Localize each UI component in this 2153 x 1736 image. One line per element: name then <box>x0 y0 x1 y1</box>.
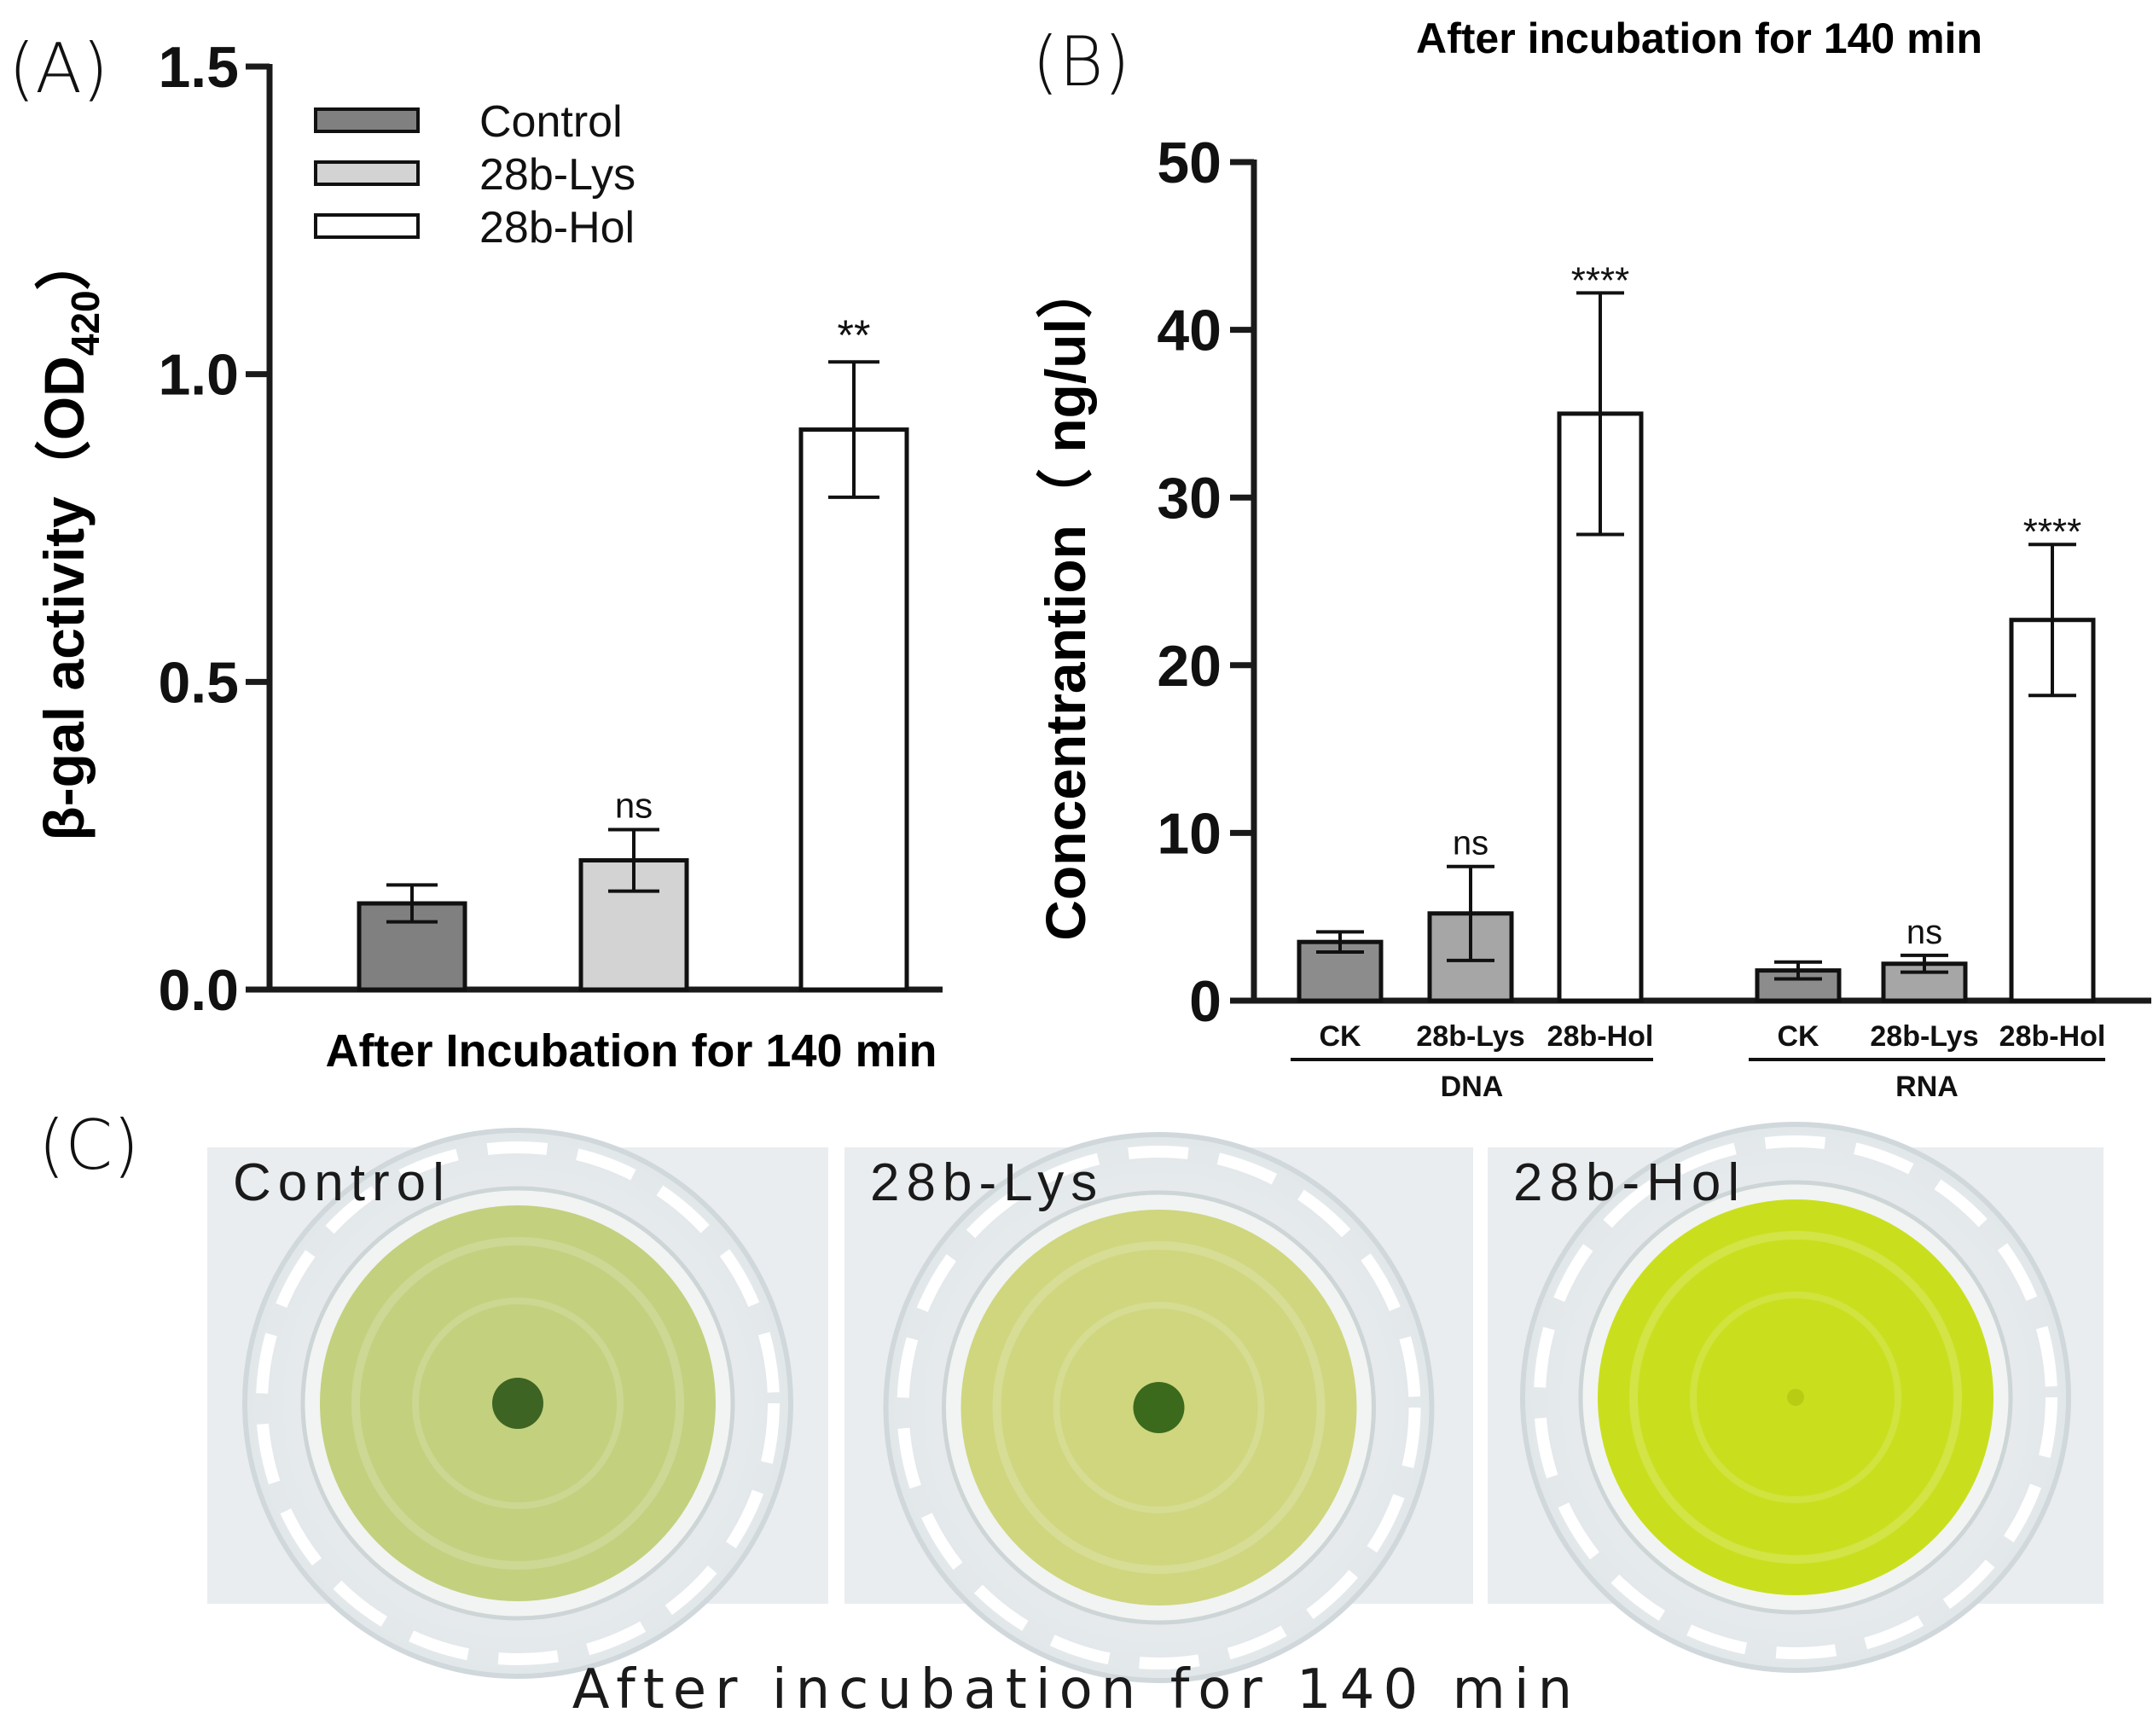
well-tray-rim <box>897 1146 1421 1669</box>
chart-a-ytick-label: 1.5 <box>158 35 239 100</box>
chart-b-ylabel: Concentrantion（ ng/ul） <box>1034 262 1097 941</box>
chart-b-significance: **** <box>1571 259 1630 301</box>
chart-b-significance: **** <box>2023 511 2082 553</box>
well-liquid-ring <box>992 1241 1326 1574</box>
chart-a-legend-swatch <box>314 107 420 133</box>
well-center-spot <box>1133 1382 1185 1433</box>
chart-b-category-label: CK <box>1319 1020 1361 1053</box>
chart-a-ylabel-close: ） <box>32 234 96 290</box>
chart-a-legend-label: 28b-Lys <box>479 150 635 200</box>
chart-b-ytick-label: 0 <box>1189 969 1222 1034</box>
photo-panel: Control 28b-Lys 28b-Hol <box>207 1122 2104 1683</box>
chart-a-ytick-label: 0.5 <box>158 650 239 715</box>
chart-b-category-label: 28b-Hol <box>1999 1020 2106 1053</box>
chart-b-ytick-label: 20 <box>1157 634 1222 699</box>
chart-a: β-gal activity（OD420） After Incubation f… <box>32 35 943 1077</box>
well-liquid-ring <box>412 1298 624 1509</box>
well-liquid-ring <box>1690 1292 1901 1503</box>
chart-a-ylabel: β-gal activity（OD420） <box>32 234 107 840</box>
well-tray-rim <box>1534 1135 2057 1659</box>
chart-b-category-label: 28b-Lys <box>1870 1020 1978 1053</box>
chart-a-legend-label: Control <box>479 97 623 147</box>
chart-a-ylabel-main: β-gal activity（OD <box>32 356 96 840</box>
chart-a-legend-swatch <box>314 213 420 239</box>
chart-b-ytick-label: 50 <box>1157 131 1222 195</box>
chart-b-category-label: CK <box>1777 1020 1819 1053</box>
chart-b-ytick-label: 40 <box>1157 299 1222 363</box>
panel-c-label: (C) <box>38 1106 139 1185</box>
chart-a-ytick-label: 1.0 <box>158 343 239 408</box>
chart-b-bar <box>2009 618 2096 1003</box>
chart-a-significance: ** <box>838 311 871 359</box>
panel-b-label: (B) <box>1032 22 1130 102</box>
chart-b-group-label: DNA <box>1441 1071 1504 1103</box>
chart-b: After incubation for 140 min Concentrant… <box>1034 15 2151 1103</box>
chart-a-ytick-label: 0.0 <box>158 958 239 1023</box>
well-tray-rim <box>256 1141 780 1665</box>
chart-a-significance: ns <box>615 785 653 825</box>
panel-a-label: (A) <box>9 29 108 108</box>
chart-b-category-label: 28b-Lys <box>1416 1020 1524 1053</box>
chart-a-ylabel-sub: 420 <box>63 290 107 356</box>
well-liquid-ring <box>1053 1302 1265 1513</box>
chart-a-xlabel: After Incubation for 140 min <box>325 1025 937 1077</box>
photo-label: 28b-Lys <box>870 1153 1104 1212</box>
chart-b-ytick-label: 30 <box>1157 466 1222 531</box>
photo-well: 28b-Hol <box>1488 1122 2104 1673</box>
chart-b-category-label: 28b-Hol <box>1547 1020 1654 1053</box>
chart-a-legend-label: 28b-Hol <box>479 203 635 253</box>
chart-b-significance: ns <box>1453 825 1489 862</box>
chart-b-group-label: RNA <box>1895 1071 1959 1103</box>
chart-a-bar <box>798 427 909 992</box>
chart-b-bar <box>1755 968 1842 1003</box>
chart-b-ytick-label: 10 <box>1157 801 1222 866</box>
chart-a-legend-swatch <box>314 160 420 186</box>
well-center-spot <box>492 1378 543 1429</box>
well-liquid-ring <box>351 1237 684 1570</box>
photo-well: 28b-Lys <box>844 1132 1473 1683</box>
photo-well: Control <box>207 1128 828 1679</box>
photo-caption: After incubation for 140 min <box>572 1658 1581 1721</box>
chart-b-significance: ns <box>1906 914 1942 951</box>
chart-b-title: After incubation for 140 min <box>1416 15 1982 62</box>
well-center-spot <box>1787 1389 1804 1406</box>
photo-label: 28b-Hol <box>1513 1153 1746 1212</box>
photo-label: Control <box>233 1153 451 1212</box>
well-liquid-ring <box>1629 1231 1962 1564</box>
